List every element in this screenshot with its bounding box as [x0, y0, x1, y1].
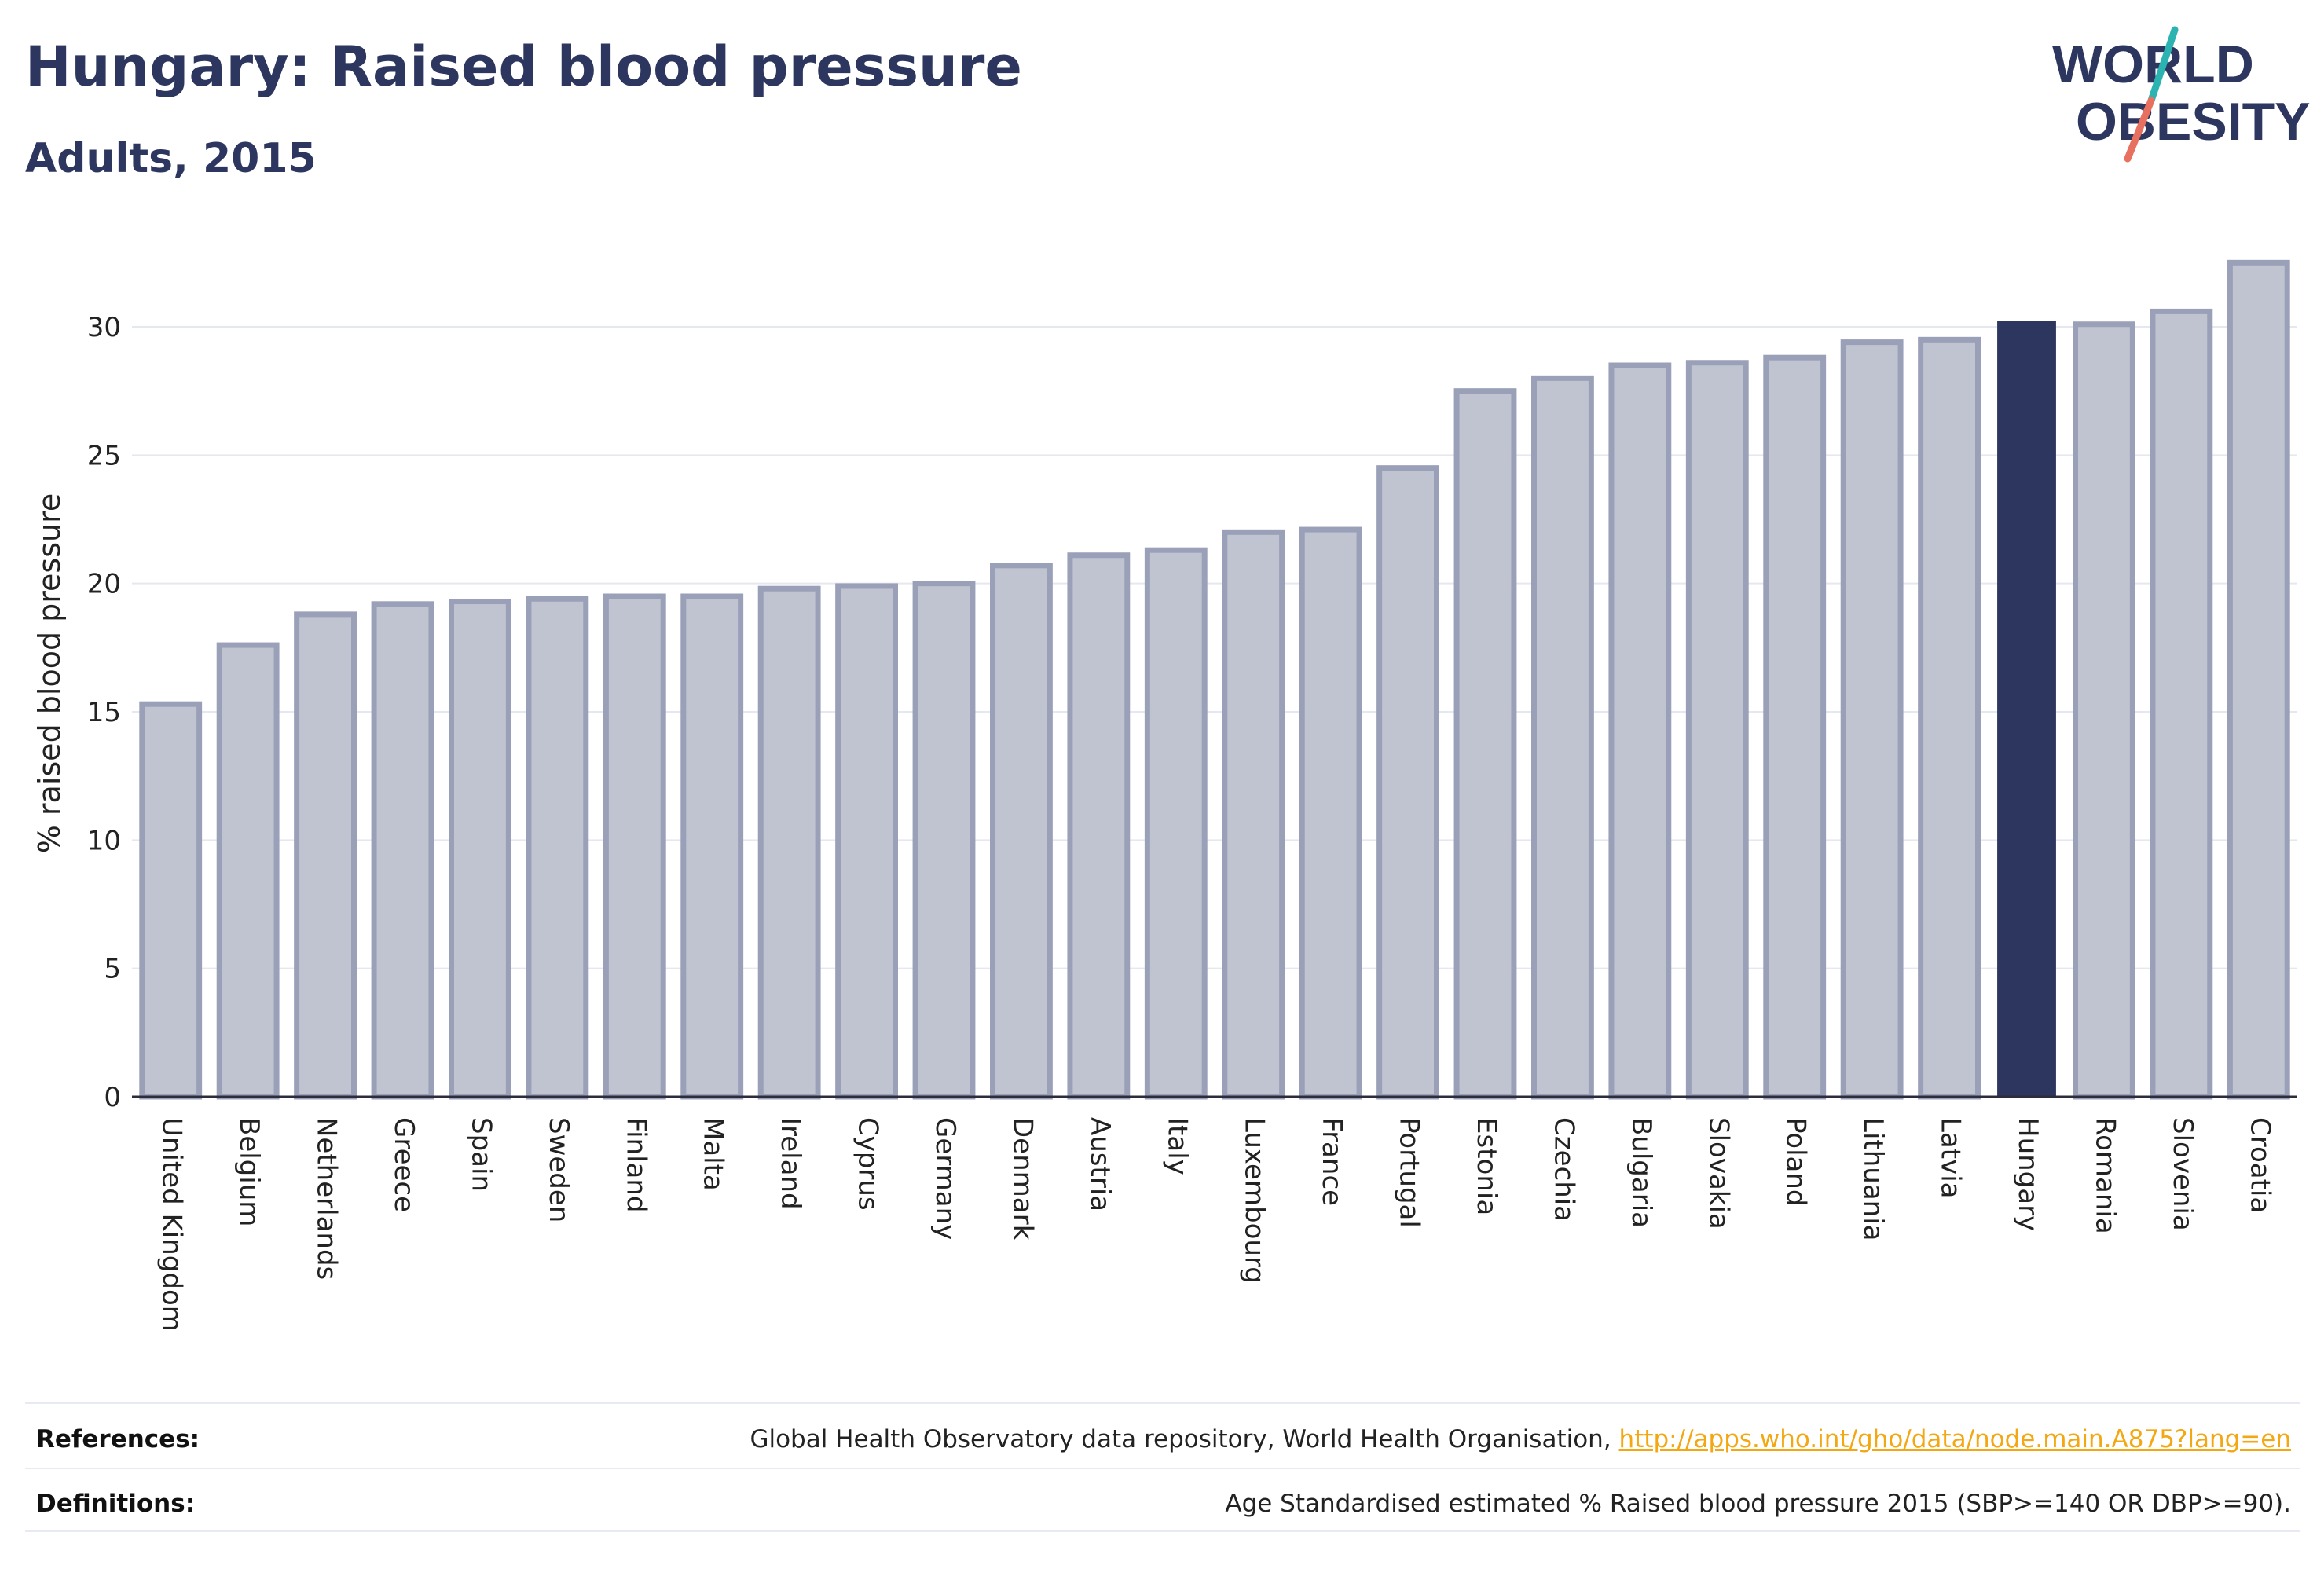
y-tick-label: 5 — [104, 954, 121, 985]
bar-malta[interactable] — [680, 593, 744, 1100]
axes: 0 5 10 15 20 25 30 United Kingdom Belgium Netherl… — [32, 312, 2297, 1332]
x-tick-label: Estonia — [1471, 1117, 1502, 1215]
x-tick-label: Romania — [2089, 1117, 2121, 1234]
x-tick-label: Malta — [698, 1117, 729, 1191]
bar-romania[interactable] — [2073, 321, 2135, 1100]
world-obesity-logo: WORLD OBESITY — [2052, 26, 2310, 163]
x-tick-label: Netherlands — [311, 1117, 343, 1280]
x-tick-label: Austria — [1084, 1117, 1116, 1211]
y-tick-label: 15 — [87, 697, 121, 728]
x-tick-label: Germany — [929, 1117, 961, 1240]
logo-slash-teal — [2147, 26, 2179, 104]
x-tick-label: Portugal — [1394, 1117, 1425, 1228]
x-tick-label: Italy — [1161, 1117, 1193, 1175]
bar-bulgaria[interactable] — [1608, 362, 1672, 1100]
footer-divider-bottom — [25, 1530, 2300, 1532]
bar-czechia[interactable] — [1531, 375, 1594, 1100]
references-text: Global Health Observatory data repositor… — [750, 1425, 2291, 1453]
x-tick-label: Greece — [388, 1117, 420, 1212]
chart-subtitle: Adults, 2015 — [25, 135, 317, 182]
x-tick-label: Bulgaria — [1626, 1117, 1657, 1228]
bar-denmark[interactable] — [990, 563, 1053, 1100]
logo-slash-coral — [2124, 97, 2155, 163]
y-tick-label: 30 — [87, 312, 121, 343]
x-tick-label: Cyprus — [852, 1117, 884, 1211]
bar-cyprus[interactable] — [835, 583, 898, 1100]
x-tick-label: Denmark — [1006, 1117, 1038, 1241]
bar-hungary[interactable] — [1997, 321, 2056, 1098]
y-tick-label: 25 — [87, 440, 121, 471]
y-axis-title: % raised blood pressure — [32, 493, 67, 854]
bar-germany[interactable] — [912, 581, 976, 1100]
bar-spain[interactable] — [449, 599, 511, 1100]
x-tick-label: Slovenia — [2167, 1117, 2198, 1231]
x-tick-label: Spain — [465, 1117, 497, 1192]
bar-lithuania[interactable] — [1840, 339, 1904, 1100]
chart-title: Hungary: Raised blood pressure — [25, 35, 1022, 99]
x-tick-label: Sweden — [543, 1117, 574, 1222]
bar-sweden[interactable] — [526, 596, 589, 1100]
bar-united-kingdom[interactable] — [139, 701, 203, 1100]
y-tick-label: 0 — [104, 1082, 121, 1113]
y-tick-label: 20 — [87, 569, 121, 600]
bar-poland[interactable] — [1763, 354, 1827, 1100]
bar-italy[interactable] — [1144, 547, 1208, 1100]
references-source: Global Health Observatory data repositor… — [750, 1425, 1619, 1453]
bar-portugal[interactable] — [1376, 465, 1439, 1100]
footer-divider-middle — [25, 1468, 2300, 1469]
references-link[interactable]: http://apps.who.int/gho/data/node.main.A… — [1618, 1425, 2291, 1453]
x-tick-label: Slovakia — [1703, 1117, 1734, 1230]
y-tick-label: 10 — [87, 825, 121, 856]
x-tick-label: United Kingdom — [156, 1117, 188, 1332]
bar-latvia[interactable] — [1918, 336, 1981, 1100]
bar-netherlands[interactable] — [294, 611, 357, 1100]
definitions-text: Age Standardised estimated % Raised bloo… — [1225, 1490, 2291, 1518]
x-tick-label: Czechia — [1548, 1117, 1579, 1222]
bars — [139, 259, 2290, 1100]
definitions-label: Definitions: — [36, 1490, 196, 1518]
bar-finland[interactable] — [603, 593, 666, 1100]
bar-belgium[interactable] — [216, 642, 280, 1100]
x-tick-label: Luxembourg — [1239, 1117, 1270, 1284]
bar-slovakia[interactable] — [1685, 360, 1749, 1100]
x-tick-label: Croatia — [2244, 1117, 2275, 1213]
bar-ireland[interactable] — [757, 585, 821, 1100]
logo-line-2: OBESITY — [2076, 92, 2310, 152]
bar-france[interactable] — [1299, 526, 1362, 1100]
bar-estonia[interactable] — [1453, 388, 1517, 1100]
bar-austria[interactable] — [1067, 552, 1131, 1100]
bar-croatia[interactable] — [2227, 259, 2290, 1100]
x-tick-label: Hungary — [2012, 1117, 2044, 1231]
bar-slovenia[interactable] — [2150, 308, 2213, 1100]
x-tick-label: Latvia — [1935, 1117, 1967, 1199]
bar-luxembourg[interactable] — [1222, 529, 1285, 1100]
x-tick-label: Lithuania — [1857, 1117, 1889, 1241]
bar-greece[interactable] — [371, 601, 434, 1100]
x-tick-label: Poland — [1780, 1117, 1812, 1207]
footer-divider-top — [25, 1402, 2300, 1404]
x-tick-label: Finland — [620, 1117, 651, 1213]
x-tick-label: France — [1316, 1117, 1347, 1206]
x-tick-label: Belgium — [233, 1117, 265, 1226]
references-label: References: — [36, 1425, 200, 1453]
x-tick-label: Ireland — [775, 1117, 806, 1210]
bar-chart: 0 5 10 15 20 25 30 United Kingdom Belgium Netherl… — [32, 259, 2297, 1332]
